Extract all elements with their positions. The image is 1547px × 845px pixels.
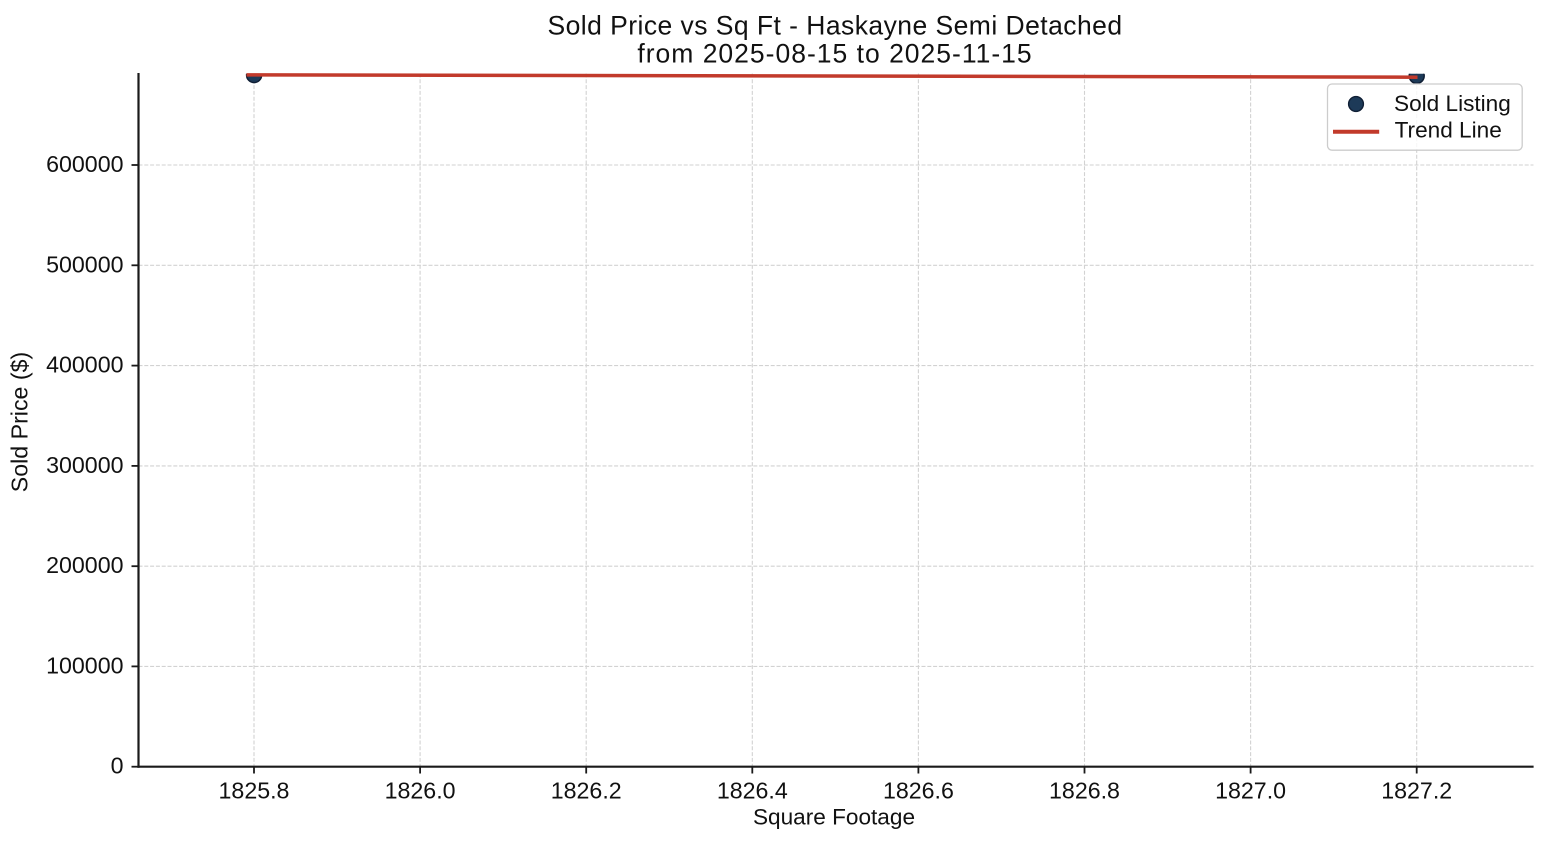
svg-text:1827.0: 1827.0 — [1215, 777, 1286, 803]
svg-text:100000: 100000 — [46, 652, 123, 678]
svg-text:1825.8: 1825.8 — [219, 777, 290, 803]
svg-text:1826.8: 1826.8 — [1049, 777, 1120, 803]
svg-text:Square Footage: Square Footage — [753, 805, 915, 830]
svg-text:1826.4: 1826.4 — [717, 777, 788, 803]
svg-text:600000: 600000 — [46, 151, 123, 177]
svg-text:1826.6: 1826.6 — [883, 777, 954, 803]
svg-text:0: 0 — [111, 753, 124, 779]
svg-text:200000: 200000 — [46, 552, 123, 578]
svg-text:400000: 400000 — [46, 352, 123, 378]
svg-text:Sold Price ($): Sold Price ($) — [7, 352, 33, 492]
svg-text:1826.0: 1826.0 — [385, 777, 456, 803]
svg-text:1827.2: 1827.2 — [1381, 777, 1452, 803]
svg-text:Trend Line: Trend Line — [1395, 117, 1502, 142]
svg-text:1826.2: 1826.2 — [551, 777, 622, 803]
svg-text:from 2025-08-15 to 2025-11-15: from 2025-08-15 to 2025-11-15 — [637, 38, 1032, 68]
svg-text:Sold Price vs Sq Ft - Haskayne: Sold Price vs Sq Ft - Haskayne Semi Deta… — [547, 11, 1122, 41]
svg-text:300000: 300000 — [46, 452, 123, 478]
svg-text:500000: 500000 — [46, 251, 123, 277]
svg-text:Sold Listing: Sold Listing — [1394, 91, 1511, 116]
